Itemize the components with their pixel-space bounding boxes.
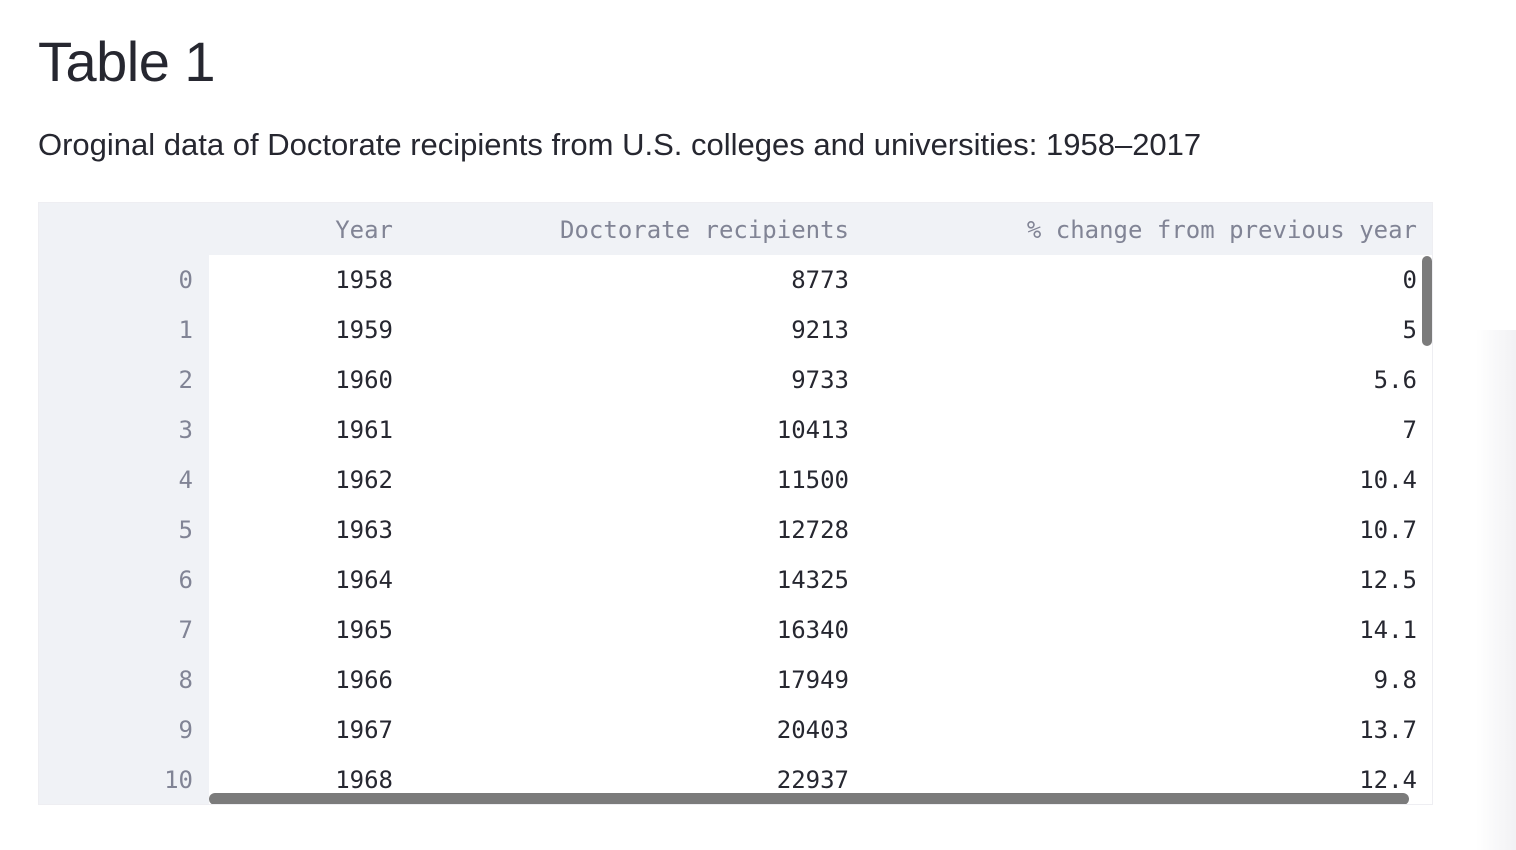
row-index[interactable]: 5 [178,516,193,544]
cell-percent-change[interactable]: 13.7 [1359,716,1417,744]
row-index[interactable]: 1 [178,316,193,344]
cell-year[interactable]: 1968 [335,766,393,794]
column-header-doctorate-recipients[interactable]: Doctorate recipients [560,216,849,244]
cell-percent-change[interactable]: 10.4 [1359,466,1417,494]
cell-doctorate-recipients[interactable]: 9733 [791,366,849,394]
cell-doctorate-recipients[interactable]: 9213 [791,316,849,344]
cell-year[interactable]: 1963 [335,516,393,544]
cell-percent-change[interactable]: 5 [1402,316,1417,344]
cell-doctorate-recipients[interactable]: 22937 [776,766,849,794]
cell-year[interactable]: 1960 [335,366,393,394]
cell-percent-change[interactable]: 10.7 [1359,516,1417,544]
cell-year[interactable]: 1962 [335,466,393,494]
row-index[interactable]: 6 [178,566,193,594]
cell-year[interactable]: 1965 [335,616,393,644]
cell-doctorate-recipients[interactable]: 8773 [791,266,849,294]
table-caption: Oroginal data of Doctorate recipients fr… [38,127,1202,162]
row-index[interactable]: 2 [178,366,193,394]
cell-year[interactable]: 1966 [335,666,393,694]
row-index[interactable]: 4 [178,466,193,494]
cell-percent-change[interactable]: 0 [1402,266,1417,294]
cell-year[interactable]: 1958 [335,266,393,294]
cell-percent-change[interactable]: 7 [1402,416,1417,444]
column-header-percent-change[interactable]: % change from previous year [1026,216,1417,244]
row-index[interactable]: 10 [164,766,193,794]
page-title: Table 1 [38,30,216,93]
cell-percent-change[interactable]: 9.8 [1373,666,1417,694]
vertical-scrollbar[interactable] [1422,256,1432,346]
row-index[interactable]: 9 [178,716,193,744]
cell-doctorate-recipients[interactable]: 11500 [776,466,849,494]
row-index[interactable]: 7 [178,616,193,644]
cell-year[interactable]: 1959 [335,316,393,344]
index-column [39,203,209,804]
cell-doctorate-recipients[interactable]: 16340 [776,616,849,644]
cell-doctorate-recipients[interactable]: 20403 [776,716,849,744]
window-edge-shadow [1476,330,1516,850]
row-index[interactable]: 8 [178,666,193,694]
cell-doctorate-recipients[interactable]: 17949 [776,666,849,694]
cell-year[interactable]: 1961 [335,416,393,444]
horizontal-scrollbar[interactable] [209,793,1409,804]
cell-doctorate-recipients[interactable]: 10413 [776,416,849,444]
table-header [39,203,1432,255]
cell-percent-change[interactable]: 14.1 [1359,616,1417,644]
cell-percent-change[interactable]: 12.5 [1359,566,1417,594]
cell-year[interactable]: 1964 [335,566,393,594]
cell-percent-change[interactable]: 5.6 [1373,366,1417,394]
row-index[interactable]: 3 [178,416,193,444]
cell-year[interactable]: 1967 [335,716,393,744]
column-header-year[interactable]: Year [335,216,393,244]
data-table[interactable]: Year Doctorate recipients % change from … [38,202,1433,805]
cell-percent-change[interactable]: 12.4 [1359,766,1417,794]
row-index[interactable]: 0 [178,266,193,294]
cell-doctorate-recipients[interactable]: 12728 [776,516,849,544]
cell-doctorate-recipients[interactable]: 14325 [776,566,849,594]
